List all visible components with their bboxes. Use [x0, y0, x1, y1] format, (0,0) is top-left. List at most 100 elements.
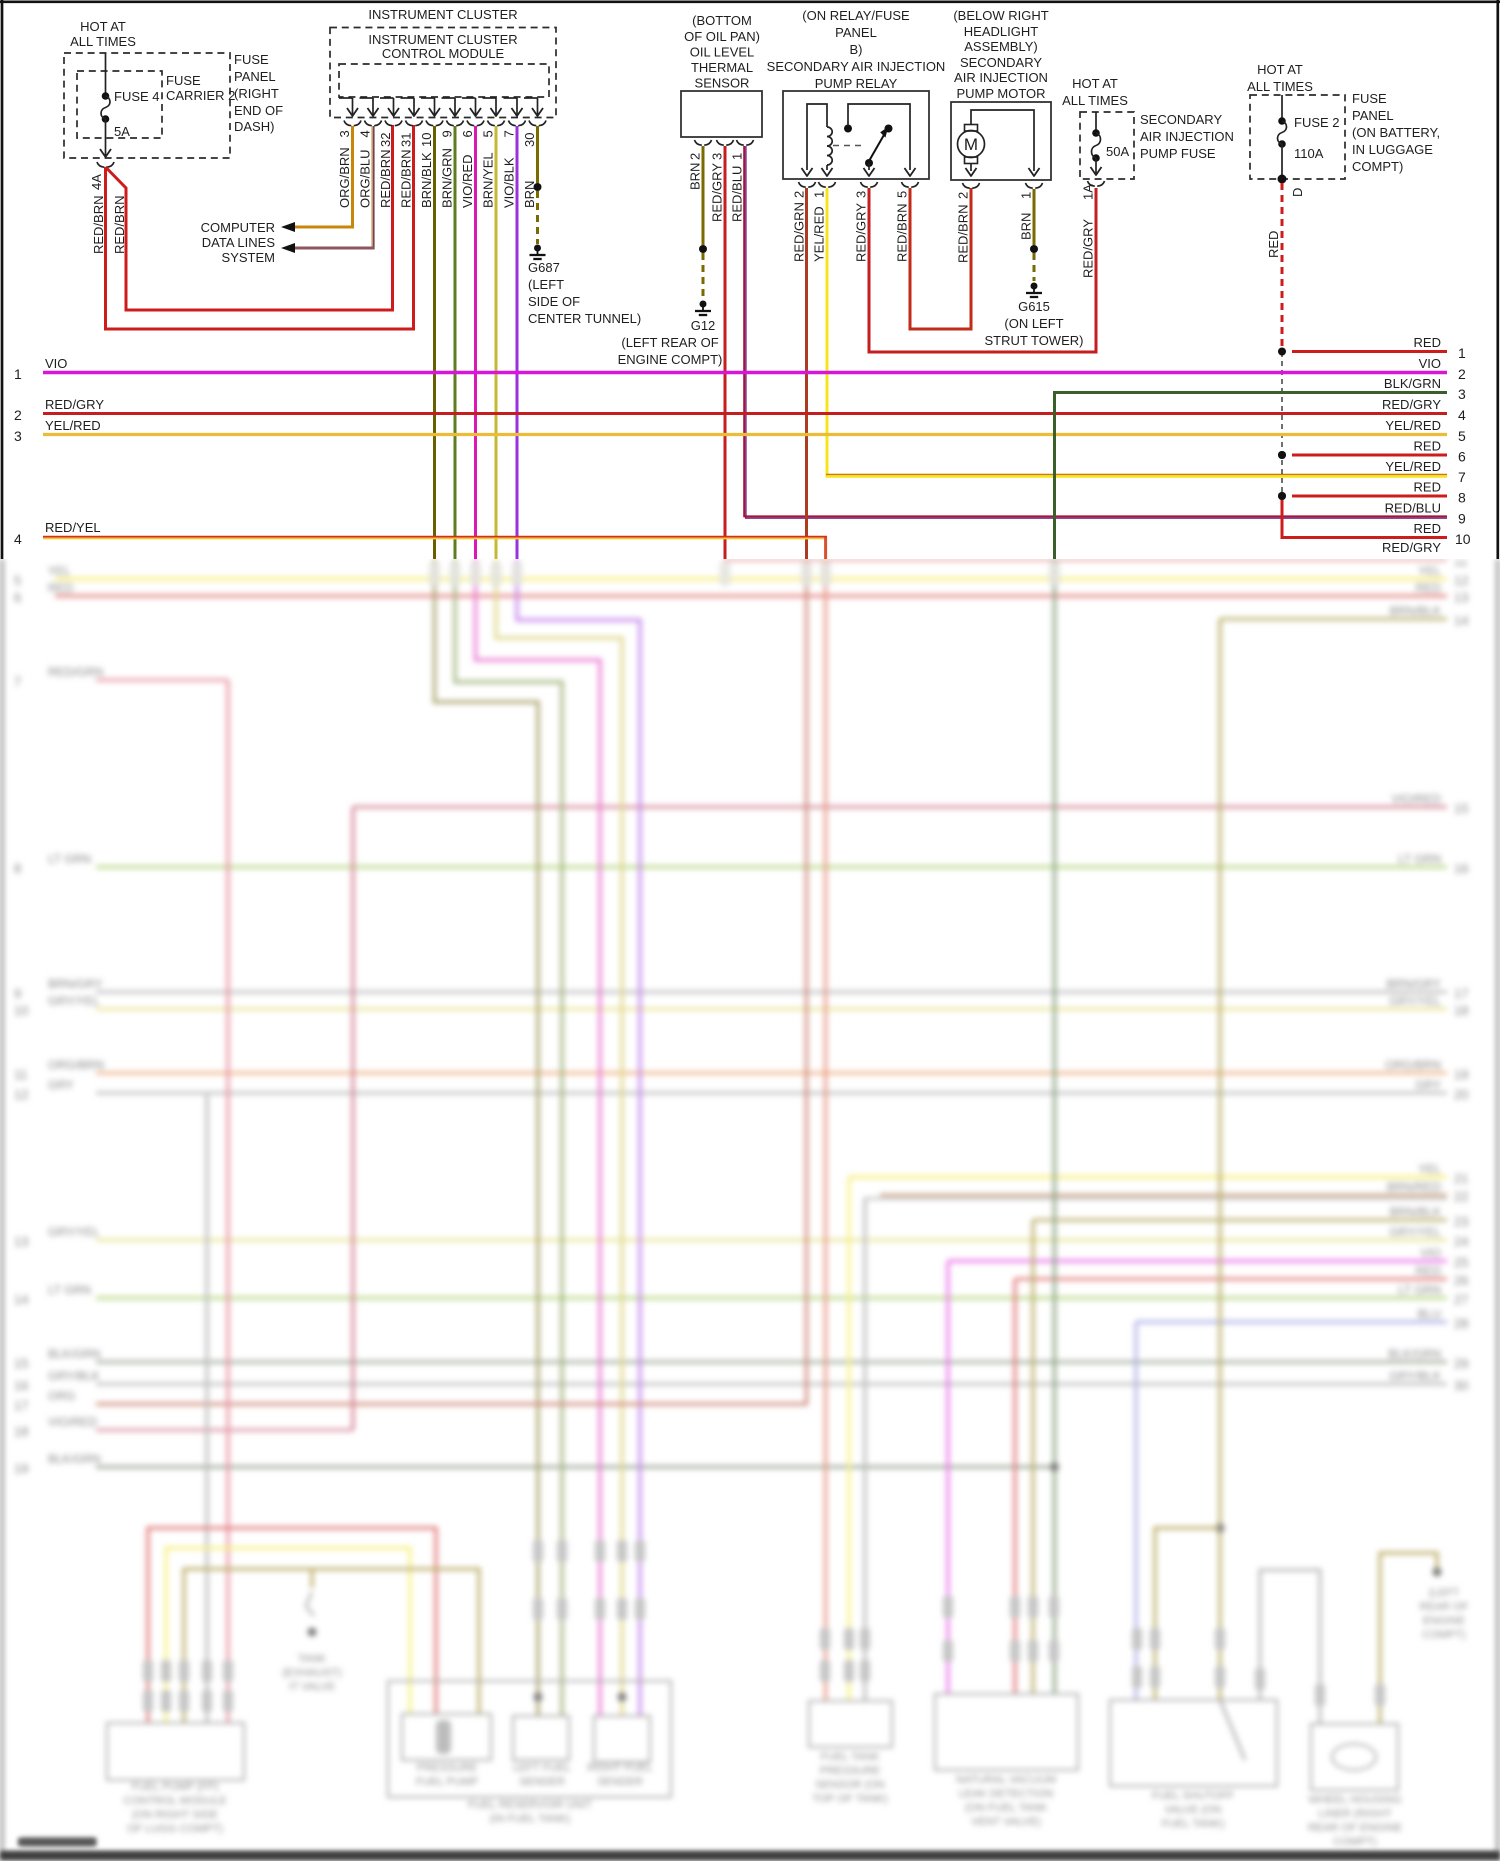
- svg-text:BRN/YEL: BRN/YEL: [481, 152, 496, 208]
- svg-text:YEL/RED: YEL/RED: [1385, 459, 1441, 474]
- svg-text:ENGINE COMPT): ENGINE COMPT): [618, 352, 723, 367]
- svg-text:SENSOR: SENSOR: [695, 76, 750, 91]
- svg-text:ORG: ORG: [48, 1389, 75, 1403]
- svg-text:HOT AT: HOT AT: [80, 19, 126, 34]
- svg-text:15: 15: [1454, 801, 1468, 816]
- svg-text:14: 14: [1454, 613, 1468, 628]
- svg-text:VIO: VIO: [1420, 1246, 1441, 1260]
- svg-text:SECONDARY: SECONDARY: [1140, 112, 1222, 127]
- svg-text:RED: RED: [1414, 335, 1441, 350]
- svg-text:14: 14: [14, 1292, 28, 1307]
- svg-text:9: 9: [14, 986, 21, 1001]
- svg-text:D: D: [1290, 188, 1305, 197]
- svg-text:25: 25: [1454, 1255, 1468, 1270]
- svg-text:9: 9: [1458, 511, 1466, 527]
- svg-text:TOP OF TANK): TOP OF TANK): [812, 1793, 888, 1805]
- svg-text:ALL TIMES: ALL TIMES: [1062, 93, 1128, 108]
- svg-text:3: 3: [854, 191, 869, 198]
- svg-text:(ON BATTERY,: (ON BATTERY,: [1352, 125, 1440, 140]
- svg-text:BRN/BLK: BRN/BLK: [1390, 604, 1441, 618]
- svg-text:6: 6: [14, 590, 21, 605]
- svg-text:10: 10: [419, 133, 434, 147]
- svg-text:ENGINE: ENGINE: [1423, 1615, 1465, 1627]
- svg-text:21: 21: [1454, 1171, 1468, 1186]
- svg-text:SYSTEM: SYSTEM: [222, 250, 275, 265]
- svg-text:RED/GRN: RED/GRN: [792, 202, 807, 262]
- svg-text:4: 4: [358, 130, 373, 137]
- svg-text:ALL TIMES: ALL TIMES: [70, 34, 136, 49]
- svg-text:16: 16: [1454, 861, 1468, 876]
- svg-text:DASH): DASH): [234, 119, 274, 134]
- svg-text:RED/BRN: RED/BRN: [399, 149, 414, 208]
- svg-text:11: 11: [14, 1067, 28, 1082]
- svg-text:23: 23: [1454, 1214, 1468, 1229]
- svg-text:VIO/RED: VIO/RED: [460, 155, 475, 208]
- svg-text:IT VALVE: IT VALVE: [289, 1681, 335, 1693]
- svg-text:OF LUGG COMPT): OF LUGG COMPT): [127, 1823, 223, 1835]
- svg-text:G12: G12: [691, 318, 716, 333]
- svg-text:RED/GRY: RED/GRY: [1081, 219, 1096, 278]
- svg-text:BRN: BRN: [688, 163, 703, 190]
- svg-text:OIL LEVEL: OIL LEVEL: [690, 45, 755, 60]
- svg-text:BLK/GRN: BLK/GRN: [48, 1452, 101, 1466]
- svg-text:BRN: BRN: [522, 181, 537, 208]
- svg-text:PANEL: PANEL: [234, 69, 276, 84]
- svg-text:16: 16: [14, 1378, 28, 1393]
- svg-text:4A: 4A: [89, 174, 104, 190]
- svg-text:ORG/BRN: ORG/BRN: [337, 147, 352, 208]
- svg-text:YEL/RED: YEL/RED: [1385, 418, 1441, 433]
- svg-text:8: 8: [14, 861, 21, 876]
- svg-text:15: 15: [14, 1356, 28, 1371]
- svg-text:CONTROL MODULE: CONTROL MODULE: [123, 1795, 227, 1807]
- svg-text:17: 17: [1454, 986, 1468, 1001]
- svg-text:FUEL TANK: FUEL TANK: [820, 1751, 880, 1763]
- svg-text:VIO: VIO: [1419, 356, 1441, 371]
- svg-text:B): B): [850, 42, 863, 57]
- svg-text:BLK/GRN: BLK/GRN: [1388, 1347, 1441, 1361]
- svg-text:(LEFT REAR OF: (LEFT REAR OF: [621, 335, 718, 350]
- svg-text:PRESSURE: PRESSURE: [820, 1765, 881, 1777]
- svg-text:(RIGHT: (RIGHT: [234, 86, 279, 101]
- svg-text:27: 27: [1454, 1292, 1468, 1307]
- svg-text:RED/BLU: RED/BLU: [730, 166, 745, 222]
- svg-text:RED: RED: [48, 581, 74, 595]
- svg-text:(LEFT: (LEFT: [528, 277, 564, 292]
- svg-text:HOT AT: HOT AT: [1257, 62, 1303, 77]
- svg-text:(BELOW RIGHT: (BELOW RIGHT: [953, 8, 1048, 23]
- svg-text:CARRIER 2: CARRIER 2: [166, 88, 235, 103]
- svg-text:RED: RED: [1266, 231, 1281, 258]
- svg-text:FUEL PUMP: FUEL PUMP: [416, 1776, 479, 1788]
- svg-text:COMPT): COMPT): [1352, 159, 1403, 174]
- svg-text:RED/BLU: RED/BLU: [1385, 501, 1441, 516]
- svg-text:FUEL PUMP (FP): FUEL PUMP (FP): [132, 1781, 219, 1793]
- svg-text:(ON RELAY/FUSE: (ON RELAY/FUSE: [802, 8, 910, 23]
- svg-text:ORG/BLU: ORG/BLU: [358, 149, 373, 208]
- svg-text:RED: RED: [1416, 1264, 1442, 1278]
- svg-text:LEFT FUEL: LEFT FUEL: [513, 1762, 571, 1774]
- svg-text:30: 30: [1454, 1378, 1468, 1393]
- svg-text:CONTROL MODULE: CONTROL MODULE: [382, 46, 505, 61]
- svg-text:RED: RED: [1414, 480, 1441, 495]
- svg-text:26: 26: [1454, 1273, 1468, 1288]
- svg-text:(IN FUEL TANK): (IN FUEL TANK): [490, 1813, 570, 1825]
- svg-text:G687: G687: [528, 260, 560, 275]
- svg-text:REAR OF: REAR OF: [1420, 1601, 1469, 1613]
- svg-text:COMPT): COMPT): [1422, 1629, 1465, 1641]
- svg-text:10: 10: [14, 1003, 28, 1018]
- svg-text:OF OIL PAN): OF OIL PAN): [684, 29, 760, 44]
- svg-text:7: 7: [14, 674, 21, 689]
- svg-text:YEL: YEL: [1418, 1162, 1441, 1176]
- svg-text:RED/GRY: RED/GRY: [710, 163, 725, 222]
- svg-text:30: 30: [522, 133, 537, 147]
- svg-text:GRY/YEL: GRY/YEL: [1389, 994, 1441, 1008]
- svg-text:FUEL TANK): FUEL TANK): [1162, 1818, 1225, 1830]
- svg-text:LEAK DETECTION: LEAK DETECTION: [959, 1788, 1054, 1800]
- svg-text:(EXHAUST): (EXHAUST): [282, 1667, 341, 1679]
- svg-text:31: 31: [399, 133, 414, 147]
- svg-text:RED/GRY: RED/GRY: [45, 397, 104, 412]
- svg-text:RED/BRN: RED/BRN: [956, 204, 971, 263]
- svg-text:GRY/BLK: GRY/BLK: [48, 1369, 100, 1383]
- svg-text:VALVE (ON: VALVE (ON: [1164, 1804, 1221, 1816]
- svg-text:NATURAL VACUUM: NATURAL VACUUM: [956, 1774, 1056, 1786]
- svg-text:SECONDARY: SECONDARY: [960, 55, 1042, 70]
